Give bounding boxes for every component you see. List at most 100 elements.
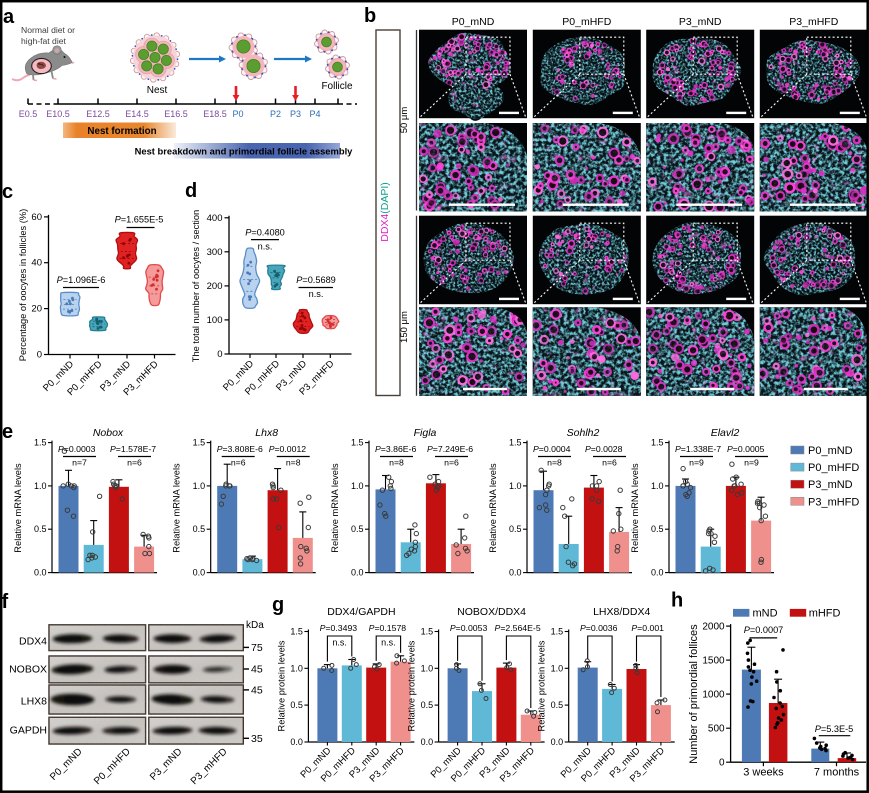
- svg-text:Nest breakdown and primordial: Nest breakdown and primordial follicle a…: [135, 146, 354, 157]
- svg-text:P=1.096E-6: P=1.096E-6: [57, 275, 106, 285]
- svg-text:1.5: 1.5: [351, 438, 364, 448]
- svg-text:400: 400: [207, 213, 223, 224]
- svg-text:mHFD: mHFD: [809, 608, 841, 620]
- svg-text:0.0: 0.0: [34, 568, 47, 578]
- svg-text:0: 0: [217, 349, 222, 360]
- svg-text:0.0: 0.0: [421, 737, 434, 747]
- svg-text:n=6: n=6: [602, 458, 617, 468]
- svg-text:n=6: n=6: [231, 458, 246, 468]
- svg-text:c: c: [2, 181, 13, 203]
- svg-text:n=6: n=6: [444, 458, 459, 468]
- svg-text:mND: mND: [753, 608, 778, 620]
- svg-text:GAPDH: GAPDH: [10, 725, 47, 737]
- svg-text:Relative mRNA levels: Relative mRNA levels: [488, 463, 498, 553]
- svg-text:Relative protein levels: Relative protein levels: [407, 640, 417, 731]
- svg-text:P=0.3493: P=0.3493: [320, 623, 358, 633]
- svg-text:1000: 1000: [702, 690, 725, 701]
- svg-text:n.s.: n.s.: [332, 638, 347, 648]
- svg-text:Nobox: Nobox: [93, 427, 124, 439]
- svg-text:d: d: [185, 180, 197, 202]
- svg-text:Number of primordial follices: Number of primordial follices: [688, 624, 700, 764]
- svg-text:0.5: 0.5: [351, 524, 364, 534]
- svg-text:P=0.1578: P=0.1578: [369, 623, 407, 633]
- svg-text:Figla: Figla: [414, 427, 437, 439]
- svg-text:300: 300: [207, 247, 223, 258]
- svg-text:35: 35: [251, 733, 263, 745]
- svg-text:n=6: n=6: [127, 458, 142, 468]
- svg-text:Follicle: Follicle: [321, 81, 353, 92]
- svg-text:0: 0: [719, 758, 725, 769]
- svg-text:45: 45: [251, 684, 263, 696]
- svg-text:Nest formation: Nest formation: [87, 126, 156, 137]
- svg-text:n=7: n=7: [72, 458, 87, 468]
- svg-text:NOBOX: NOBOX: [9, 664, 47, 676]
- svg-text:P=0.0012: P=0.0012: [269, 444, 307, 454]
- svg-text:P0: P0: [232, 109, 243, 119]
- svg-text:n=9: n=9: [744, 458, 759, 468]
- svg-text:P=1.655E-5: P=1.655E-5: [115, 215, 164, 225]
- svg-text:7 months: 7 months: [814, 767, 860, 779]
- svg-text:n=8: n=8: [286, 458, 301, 468]
- svg-text:0.0: 0.0: [651, 568, 664, 578]
- svg-text:Percentage of oocytes in folli: Percentage of oocytes in follicles (%): [18, 209, 28, 361]
- svg-text:2000: 2000: [702, 622, 725, 633]
- svg-text:P=7.249E-6: P=7.249E-6: [427, 444, 473, 454]
- svg-text:LHX8: LHX8: [21, 696, 47, 708]
- svg-text:P=0.5689: P=0.5689: [296, 275, 336, 285]
- svg-text:0: 0: [37, 350, 42, 361]
- svg-text:0.0: 0.0: [290, 737, 303, 747]
- svg-text:E10.5: E10.5: [46, 109, 70, 119]
- svg-text:Relative protein levels: Relative protein levels: [276, 640, 286, 731]
- svg-text:P=2.564E-5: P=2.564E-5: [495, 623, 541, 633]
- svg-text:E14.5: E14.5: [125, 109, 149, 119]
- svg-text:E0.5: E0.5: [19, 109, 38, 119]
- svg-text:P=0.001: P=0.001: [631, 623, 664, 633]
- svg-text:high-fat diet: high-fat diet: [21, 36, 67, 46]
- svg-text:1.5: 1.5: [551, 627, 564, 637]
- svg-text:b: b: [364, 5, 376, 27]
- svg-text:n=9: n=9: [689, 458, 704, 468]
- svg-text:P=0.0028: P=0.0028: [585, 444, 623, 454]
- svg-text:E16.5: E16.5: [164, 109, 188, 119]
- svg-text:Elavl2: Elavl2: [711, 427, 740, 439]
- svg-text:0.5: 0.5: [651, 524, 664, 534]
- svg-text:Nest: Nest: [147, 85, 168, 96]
- svg-text:f: f: [2, 591, 9, 613]
- svg-text:P=0.0005: P=0.0005: [727, 444, 765, 454]
- svg-text:P3_mHFD: P3_mHFD: [789, 16, 838, 28]
- svg-text:1.5: 1.5: [651, 438, 664, 448]
- svg-text:0.5: 0.5: [34, 524, 47, 534]
- svg-text:Relative mRNA levels: Relative mRNA levels: [330, 463, 340, 553]
- svg-text:1.5: 1.5: [509, 438, 522, 448]
- svg-text:75: 75: [251, 642, 263, 654]
- svg-text:1.0: 1.0: [509, 481, 522, 491]
- svg-text:DDX4(DAPI): DDX4(DAPI): [379, 182, 391, 242]
- svg-text:0.0: 0.0: [509, 568, 522, 578]
- svg-text:g: g: [272, 594, 284, 616]
- svg-text:P0_mHFD: P0_mHFD: [808, 462, 859, 474]
- svg-text:60: 60: [31, 212, 42, 223]
- svg-text:P3: P3: [290, 109, 301, 119]
- svg-text:Relative mRNA levels: Relative mRNA levels: [172, 463, 182, 553]
- svg-text:1500: 1500: [702, 656, 725, 667]
- svg-text:P=0.0004: P=0.0004: [533, 444, 571, 454]
- svg-text:0.5: 0.5: [421, 700, 434, 710]
- svg-text:P2: P2: [270, 109, 281, 119]
- svg-text:40: 40: [31, 258, 42, 269]
- svg-text:45: 45: [251, 664, 263, 676]
- svg-text:3 weeks: 3 weeks: [743, 767, 784, 779]
- svg-text:P3_mHFD: P3_mHFD: [808, 496, 859, 508]
- svg-text:DDX4: DDX4: [19, 636, 47, 648]
- svg-text:1.0: 1.0: [34, 481, 47, 491]
- svg-text:1.5: 1.5: [193, 438, 206, 448]
- svg-text:0.0: 0.0: [351, 568, 364, 578]
- svg-text:0.5: 0.5: [193, 524, 206, 534]
- svg-text:Sohlh2: Sohlh2: [567, 427, 600, 439]
- svg-text:50 μm: 50 μm: [399, 107, 410, 134]
- svg-text:P3_mND: P3_mND: [679, 16, 722, 28]
- svg-text:Relative mRNA levels: Relative mRNA levels: [630, 463, 640, 553]
- svg-text:DDX4/GAPDH: DDX4/GAPDH: [327, 606, 395, 618]
- svg-text:P=0.0036: P=0.0036: [580, 623, 618, 633]
- svg-text:Relative mRNA levels: Relative mRNA levels: [13, 463, 23, 553]
- svg-text:0.0: 0.0: [193, 568, 206, 578]
